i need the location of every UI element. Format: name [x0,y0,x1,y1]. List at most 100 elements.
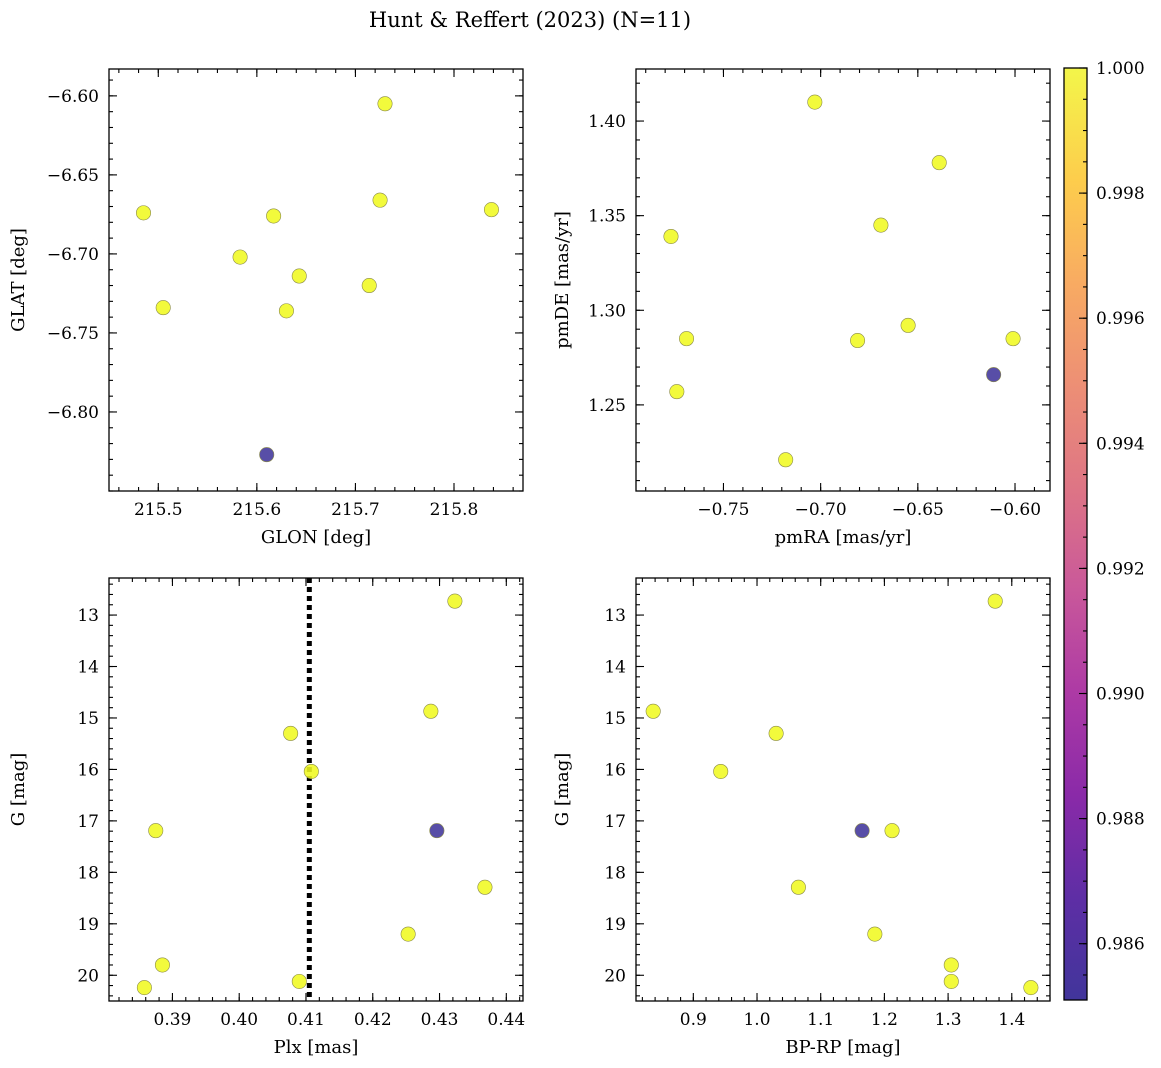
y-tick-label: 1.35 [588,207,626,227]
y-tick-label: 15 [604,709,626,729]
y-tick-label: 13 [604,606,626,626]
y-tick-label: 15 [77,709,99,729]
panel-pmra-pmde: −0.75 −0.70 −0.65 −0.60 1.25 1.30 1.35 1.40 pmRA… [552,68,1051,548]
data-point [679,331,695,347]
y-tick-label: 18 [77,863,99,883]
data-point [1005,331,1021,347]
x-tick-label: 215.8 [430,500,479,520]
data-point [669,384,685,400]
colorbar-frame [1063,67,1088,1001]
data-point [155,300,171,316]
y-tick-label: 13 [77,606,99,626]
x-tick-label: 215.6 [233,500,282,520]
data-point [1023,980,1039,996]
data-point [713,763,729,779]
colorbar-tick-label: 0.992 [1096,559,1145,579]
y-axis-label: GLAT [deg] [8,228,29,332]
data-point [154,957,170,973]
y-tick-label: 1.40 [588,112,626,132]
data-point [361,278,377,294]
y-tick-label: 14 [604,658,626,678]
x-tick-label: −0.65 [892,500,944,520]
data-point [943,957,959,973]
data-point [900,317,916,333]
panel-bprp-g: 0.9 1.0 1.1 1.2 1.3 1.4 13 14 15 16 17 18 19 20 BP-RP … [552,577,1051,1058]
x-tick-label: −0.70 [795,500,847,520]
data-point [483,202,499,218]
data-point [266,208,282,224]
data-point [377,96,393,112]
colorbar: 0.986 0.988 0.990 0.992 0.994 0.996 0.998 1.000 [1063,59,1145,1001]
y-axis-label: pmDE [mas/yr] [552,211,573,349]
y-tick-label: 16 [604,760,626,780]
plot-frame [635,577,1051,1002]
data-point [423,703,439,719]
y-axis-label: G [mag] [8,753,29,826]
data-point [400,926,416,942]
x-tick-label: 0.39 [154,1010,192,1030]
x-axis-label: pmRA [mas/yr] [775,527,912,548]
colorbar-tick-label: 1.000 [1096,59,1145,79]
data-point [807,94,823,110]
x-tick-label: 215.5 [134,500,183,520]
plot-frame [635,68,1051,492]
x-tick-label: −0.60 [989,500,1041,520]
colorbar-tick-label: 0.990 [1096,685,1145,705]
y-tick-label: −6.65 [47,166,99,186]
x-tick-label: 0.40 [220,1010,258,1030]
y-tick-label: −6.75 [47,324,99,344]
y-tick-label: 20 [604,966,626,986]
plot-frame [108,68,524,492]
y-tick-label: −6.80 [47,403,99,423]
data-point [278,303,294,319]
colorbar-tick-label: 0.994 [1096,434,1145,454]
y-tick-label: 17 [77,812,99,832]
data-point [768,725,784,741]
x-tick-label: 0.9 [680,1010,707,1030]
y-tick-label: 17 [604,812,626,832]
data-point [663,228,679,244]
x-tick-label: 0.43 [421,1010,459,1030]
y-tick-label: 16 [77,760,99,780]
colorbar-gradient [1064,68,1087,1000]
x-tick-label: 0.41 [287,1010,325,1030]
data-point [778,452,794,468]
data-point [645,703,661,719]
x-tick-label: 0.44 [487,1010,525,1030]
data-point [790,879,806,895]
x-tick-label: −0.75 [697,500,749,520]
data-point [429,823,445,839]
x-tick-label: 1.0 [743,1010,770,1030]
data-point [259,447,275,463]
data-point [986,367,1002,383]
data-point [447,593,463,609]
x-axis-label: Plx [mas] [274,1037,359,1058]
panel-glon-glat: 215.5 215.6 215.7 215.8 −6.60 −6.65 −6.70 −6.75… [8,68,524,548]
y-tick-label: −6.70 [47,245,99,265]
data-point [931,155,947,171]
x-tick-label: 0.42 [354,1010,392,1030]
colorbar-tick-label: 0.986 [1096,935,1145,955]
data-point [477,879,493,895]
x-tick-label: 1.1 [807,1010,834,1030]
y-axis-label: G [mag] [552,753,573,826]
plot-frame [108,577,524,1002]
data-point [291,268,307,284]
colorbar-tick-label: 0.988 [1096,810,1145,830]
y-tick-label: −6.60 [47,87,99,107]
data-point [372,192,388,208]
data-point [303,763,319,779]
data-point [873,217,889,233]
colorbar-tick-label: 0.998 [1096,184,1145,204]
data-point [943,973,959,989]
panel-plx-g: 0.39 0.40 0.41 0.42 0.43 0.44 13 14 15 16 17 18 19 20… [8,577,525,1058]
x-tick-label: 1.3 [935,1010,962,1030]
x-axis-label: GLON [deg] [261,527,371,548]
data-point [136,205,152,221]
data-point [867,926,883,942]
colorbar-tick-label: 0.996 [1096,309,1145,329]
x-tick-label: 1.2 [871,1010,898,1030]
y-tick-label: 18 [604,863,626,883]
y-tick-label: 1.25 [588,396,626,416]
y-tick-label: 14 [77,658,99,678]
